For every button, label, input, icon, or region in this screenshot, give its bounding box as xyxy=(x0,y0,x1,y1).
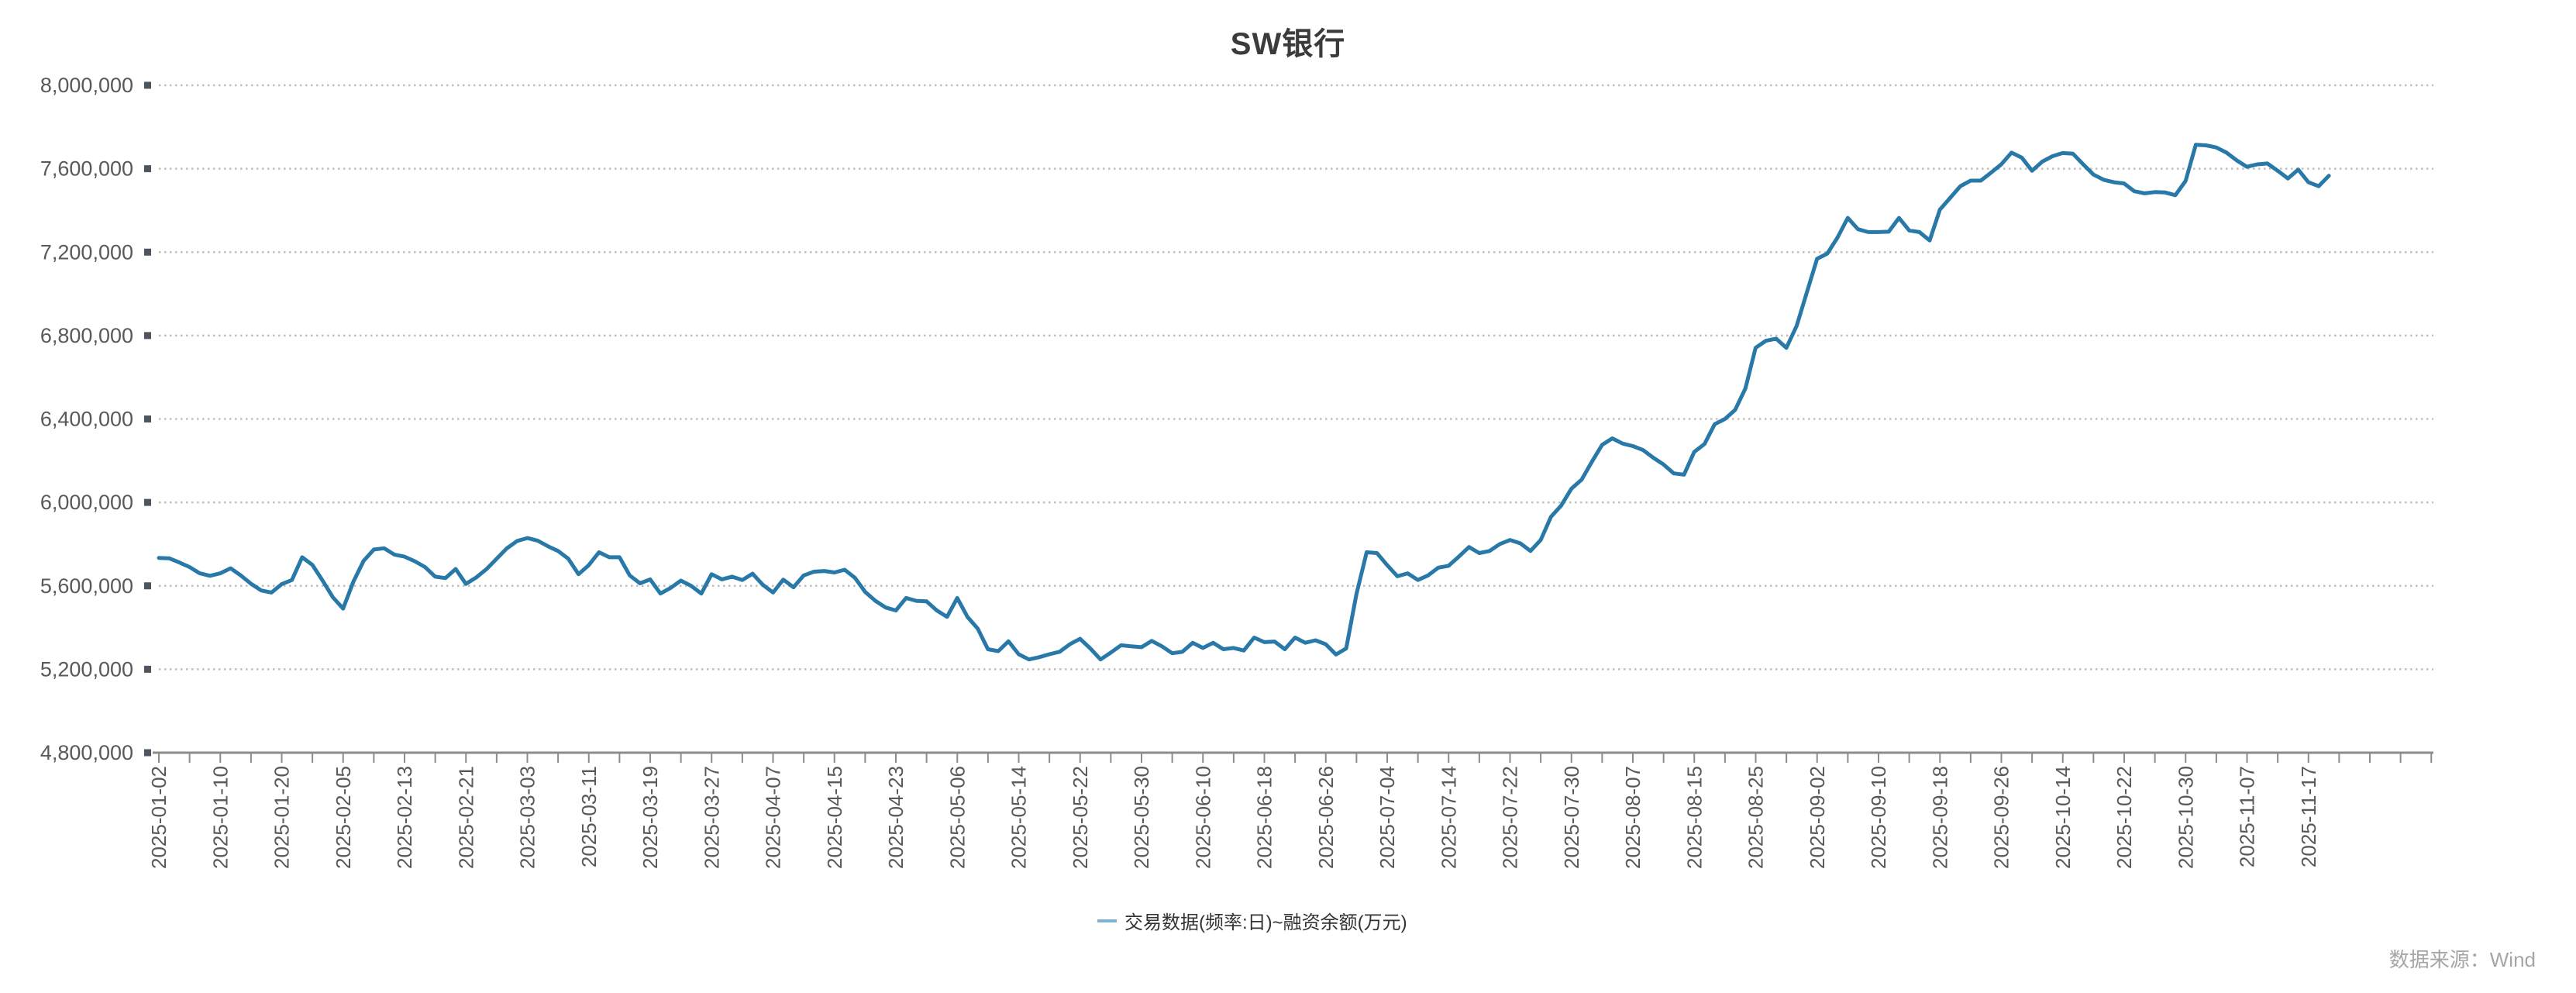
x-tick-label: 2025-10-30 xyxy=(2174,766,2197,869)
x-tick-label: 2025-07-30 xyxy=(1560,766,1583,869)
y-tick-label: 5,600,000 xyxy=(40,574,133,598)
y-tick-label: 7,600,000 xyxy=(40,157,133,181)
x-tick-label: 2025-06-18 xyxy=(1253,766,1276,869)
x-tick-label: 2025-07-14 xyxy=(1437,766,1460,869)
x-tick-label: 2025-04-23 xyxy=(884,766,907,869)
x-tick-label: 2025-02-13 xyxy=(393,766,416,869)
x-tick-label: 2025-08-07 xyxy=(1621,766,1644,869)
x-axis: 2025-01-02 2025-01-10 2025-01-20 2025-02-05… xyxy=(147,751,2433,869)
y-tick-label: 8,000,000 xyxy=(40,74,133,97)
y-tick-square-icon xyxy=(144,498,151,506)
x-tick-label: 2025-11-17 xyxy=(2297,766,2320,867)
y-tick-label: 6,800,000 xyxy=(40,324,133,347)
y-tick-label: 7,200,000 xyxy=(40,240,133,264)
y-tick-square-icon xyxy=(144,81,151,89)
x-tick-label: 2025-09-02 xyxy=(1806,766,1829,869)
y-tick-label: 6,400,000 xyxy=(40,408,133,431)
series-line xyxy=(157,143,2331,662)
x-tick-label: 2025-06-26 xyxy=(1314,766,1338,869)
x-tick-label: 2025-05-22 xyxy=(1069,766,1092,869)
x-tick-label: 2025-05-30 xyxy=(1130,766,1153,869)
x-tick-label: 2025-02-21 xyxy=(454,766,477,869)
x-tick-label: 2025-04-07 xyxy=(762,766,785,869)
y-tick-square-icon xyxy=(144,749,151,757)
y-tick-label: 6,000,000 xyxy=(40,491,133,514)
x-tick-label: 2025-01-02 xyxy=(147,766,170,869)
x-tick-label: 2025-01-10 xyxy=(208,766,232,869)
x-tick-label: 2025-07-04 xyxy=(1376,766,1399,869)
y-tick-label: 4,800,000 xyxy=(40,741,133,764)
x-tick-label: 2025-08-15 xyxy=(1682,766,1706,869)
legend-series-label: 交易数据(频率:日)~融资余额(万元) xyxy=(1124,912,1407,933)
chart-legend: 交易数据(频率:日)~融资余额(万元) xyxy=(1097,907,1407,934)
x-tick-label: 2025-09-10 xyxy=(1867,766,1890,869)
x-tick-label: 2025-03-11 xyxy=(577,766,601,867)
x-tick-label: 2025-02-05 xyxy=(332,766,355,869)
x-tick-label: 2025-09-18 xyxy=(1928,766,1951,869)
x-tick-label: 2025-01-20 xyxy=(270,766,294,869)
x-tick-label: 2025-09-26 xyxy=(1990,766,2013,869)
series-polyline xyxy=(157,143,2331,662)
y-tick-square-icon xyxy=(144,415,151,422)
x-tick-label: 2025-05-06 xyxy=(945,766,969,869)
y-tick-square-icon xyxy=(144,248,151,256)
x-tick-label: 2025-11-07 xyxy=(2236,766,2259,867)
x-tick-label: 2025-08-25 xyxy=(1744,766,1768,869)
data-source-note: 数据来源：Wind xyxy=(2388,948,2536,971)
y-tick-square-icon xyxy=(144,165,151,173)
x-tick-label: 2025-05-14 xyxy=(1007,766,1031,869)
y-tick-square-icon xyxy=(144,665,151,673)
y-tick-square-icon xyxy=(144,582,151,590)
y-axis: 4,800,000 5,200,000 5,600,000 6,000,000 6,40… xyxy=(40,74,151,764)
x-tick-label: 2025-10-22 xyxy=(2113,766,2136,869)
x-tick-label: 2025-03-19 xyxy=(639,766,662,869)
x-tick-label: 2025-07-22 xyxy=(1499,766,1522,869)
x-tick-label: 2025-03-27 xyxy=(700,766,723,869)
legend-line-dash-icon xyxy=(1097,919,1117,922)
x-tick-label: 2025-04-15 xyxy=(823,766,846,869)
y-tick-square-icon xyxy=(144,332,151,340)
x-tick-label: 2025-06-10 xyxy=(1191,766,1214,869)
x-tick-label: 2025-03-03 xyxy=(516,766,539,869)
y-tick-label: 5,200,000 xyxy=(40,657,133,681)
chart-title: SW银行 xyxy=(1230,27,1346,61)
x-tick-label: 2025-10-14 xyxy=(2051,766,2075,869)
